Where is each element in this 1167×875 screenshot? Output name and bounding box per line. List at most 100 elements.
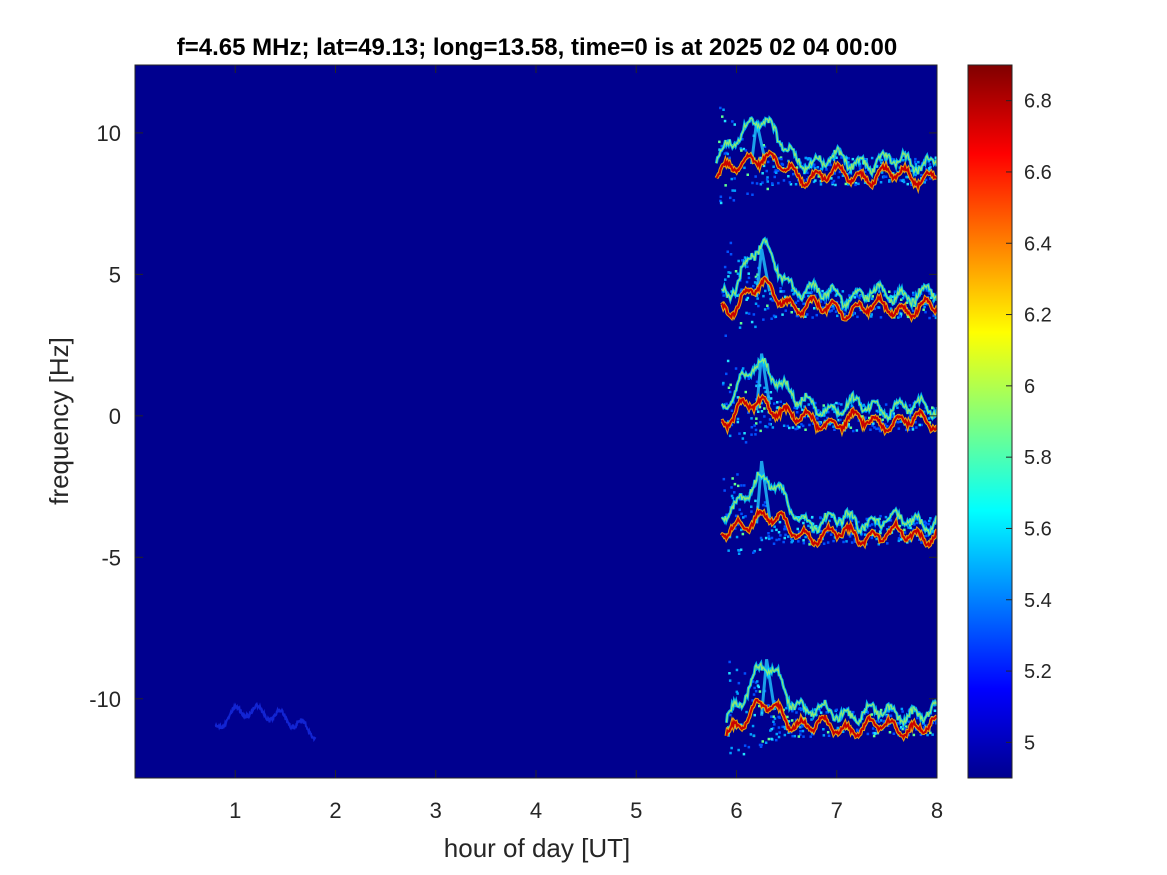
trace-speckle bbox=[900, 298, 903, 301]
trace-speckle bbox=[779, 400, 782, 403]
trace-speckle bbox=[819, 180, 823, 183]
trace-speckle bbox=[747, 745, 751, 749]
trace-speckle bbox=[902, 180, 906, 184]
trace-speckle bbox=[924, 178, 928, 182]
trace-speckle bbox=[783, 525, 787, 528]
trace-speckle bbox=[877, 306, 881, 309]
trace-speckle bbox=[759, 429, 762, 433]
trace-speckle bbox=[935, 722, 937, 725]
trace-speckle bbox=[810, 718, 813, 721]
trace-speckle bbox=[802, 302, 805, 305]
trace-speckle bbox=[836, 726, 840, 730]
trace-speckle bbox=[929, 731, 932, 735]
trace-speckle bbox=[921, 528, 925, 532]
trace-speckle bbox=[728, 156, 731, 160]
trace-speckle bbox=[730, 409, 734, 412]
trace-speckle bbox=[848, 294, 851, 297]
trace-speckle bbox=[819, 183, 823, 186]
trace-speckle bbox=[798, 426, 801, 429]
trace-speckle bbox=[803, 415, 806, 419]
trace-speckle bbox=[721, 383, 725, 386]
trace-speckle bbox=[763, 145, 767, 148]
trace-speckle bbox=[729, 271, 732, 275]
trace-speckle bbox=[797, 540, 800, 543]
trace-speckle bbox=[830, 177, 833, 180]
trace-speckle bbox=[792, 293, 795, 296]
trace-speckle bbox=[879, 316, 883, 319]
trace-speckle bbox=[882, 175, 886, 179]
trace-speckle bbox=[907, 526, 910, 529]
trace-speckle bbox=[772, 165, 775, 168]
trace-speckle bbox=[871, 424, 874, 427]
trace-speckle bbox=[855, 429, 859, 432]
y-tick-label: 10 bbox=[97, 121, 121, 146]
trace-speckle bbox=[745, 280, 749, 284]
colorbar-tick-label: 5.8 bbox=[1024, 447, 1052, 469]
trace-speckle bbox=[863, 170, 867, 174]
trace-speckle bbox=[850, 541, 854, 544]
trace-speckle bbox=[824, 301, 827, 304]
trace-speckle bbox=[932, 314, 935, 317]
trace-speckle bbox=[873, 307, 876, 311]
trace-speckle bbox=[923, 305, 926, 309]
trace-speckle bbox=[827, 734, 831, 737]
trace-speckle bbox=[832, 425, 835, 428]
trace-speckle bbox=[811, 316, 814, 319]
trace-speckle bbox=[727, 271, 730, 274]
trace-speckle bbox=[856, 729, 859, 732]
chart-title: f=4.65 MHz; lat=49.13; long=13.58, time=… bbox=[177, 34, 897, 61]
trace-speckle bbox=[903, 528, 906, 532]
trace-speckle bbox=[877, 720, 881, 724]
trace-speckle bbox=[800, 423, 803, 426]
trace-speckle bbox=[808, 423, 811, 427]
trace-speckle bbox=[837, 516, 841, 520]
trace-speckle bbox=[843, 312, 846, 316]
trace-speckle bbox=[828, 519, 831, 523]
colorbar-tick-label: 6.4 bbox=[1024, 233, 1052, 255]
trace-speckle bbox=[825, 168, 828, 171]
trace-speckle bbox=[755, 182, 759, 185]
trace-speckle bbox=[897, 539, 901, 543]
trace-speckle bbox=[870, 536, 874, 540]
trace-speckle bbox=[891, 295, 894, 298]
trace-speckle bbox=[835, 401, 838, 405]
trace-speckle bbox=[847, 423, 850, 426]
trace-speckle bbox=[822, 734, 826, 737]
trace-speckle bbox=[753, 686, 756, 690]
trace-speckle bbox=[726, 359, 730, 363]
trace-speckle bbox=[768, 422, 771, 426]
trace-speckle bbox=[751, 181, 754, 185]
trace-speckle bbox=[756, 684, 760, 687]
trace-speckle bbox=[870, 313, 873, 316]
x-tick-label: 1 bbox=[229, 798, 241, 823]
trace-speckle bbox=[777, 181, 780, 185]
trace-speckle bbox=[879, 413, 882, 416]
trace-speckle bbox=[766, 307, 770, 310]
trace-speckle bbox=[857, 520, 860, 524]
trace-speckle bbox=[871, 523, 874, 526]
trace-speckle bbox=[925, 534, 928, 537]
trace-speckle bbox=[927, 522, 930, 526]
trace-speckle bbox=[889, 519, 893, 522]
trace-speckle bbox=[860, 533, 864, 536]
trace-speckle bbox=[934, 316, 937, 320]
y-tick-label: 0 bbox=[109, 404, 121, 429]
trace-speckle bbox=[751, 193, 754, 196]
trace-speckle bbox=[782, 424, 786, 427]
colorbar-tick-label: 6.2 bbox=[1024, 305, 1052, 327]
trace-speckle bbox=[934, 719, 937, 722]
trace-speckle bbox=[722, 381, 725, 385]
trace-speckle bbox=[787, 720, 791, 723]
trace-speckle bbox=[920, 423, 923, 427]
trace-speckle bbox=[730, 423, 734, 427]
trace-speckle bbox=[909, 181, 913, 185]
trace-speckle bbox=[802, 541, 806, 545]
trace-speckle bbox=[814, 401, 817, 405]
trace-speckle bbox=[755, 422, 758, 425]
trace-speckle bbox=[759, 183, 763, 186]
trace-main-core bbox=[715, 150, 937, 191]
trace-speckle bbox=[807, 524, 810, 528]
trace-speckle bbox=[924, 523, 927, 526]
trace-speckle bbox=[875, 409, 879, 413]
